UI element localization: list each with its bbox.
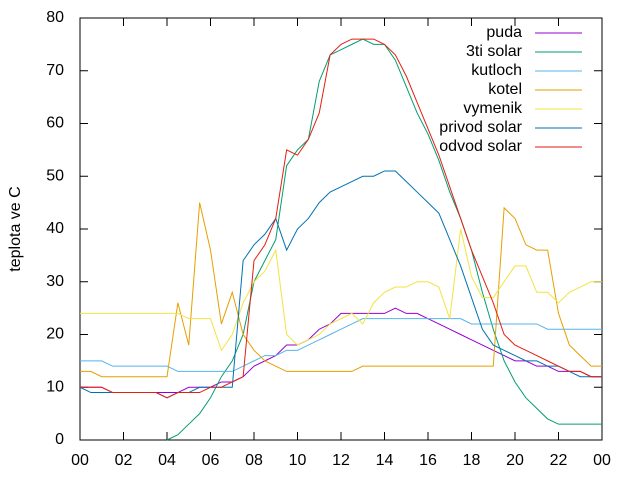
legend-label: odvod solar (439, 138, 522, 155)
legend-label: puda (486, 24, 522, 41)
y-tick-label: 10 (46, 378, 64, 395)
x-tick-label: 02 (115, 452, 133, 469)
x-tick-label: 00 (71, 452, 89, 469)
x-tick-label: 18 (463, 452, 481, 469)
legend-label: kutloch (471, 62, 522, 79)
x-tick-label: 08 (245, 452, 263, 469)
x-tick-label: 04 (158, 452, 176, 469)
x-tick-label: 14 (376, 452, 394, 469)
y-tick-label: 30 (46, 273, 64, 290)
legend-label: kotel (488, 81, 522, 98)
x-tick-label: 12 (332, 452, 350, 469)
y-tick-label: 50 (46, 167, 64, 184)
x-tick-label: 10 (289, 452, 307, 469)
series-line (79, 170, 602, 399)
legend-label: privod solar (439, 119, 522, 136)
series-line (80, 318, 602, 372)
legend-label: vymenik (463, 100, 523, 117)
x-tick-label: 20 (506, 452, 524, 469)
y-tick-label: 80 (46, 9, 64, 26)
legend-label: 3ti solar (466, 43, 523, 60)
y-axis-label: teplota ve C (7, 186, 24, 271)
series-line (80, 202, 602, 378)
series-line (80, 307, 602, 394)
x-tick-label: 22 (550, 452, 568, 469)
x-tick-label: 06 (202, 452, 220, 469)
series-line (166, 38, 602, 441)
x-tick-label: 00 (593, 452, 611, 469)
y-tick-label: 60 (46, 115, 64, 132)
y-tick-label: 40 (46, 220, 64, 237)
series-line (80, 228, 602, 352)
x-tick-label: 16 (419, 452, 437, 469)
y-tick-label: 20 (46, 326, 64, 343)
series-line (80, 38, 602, 399)
y-tick-label: 70 (46, 62, 64, 79)
y-tick-label: 0 (55, 431, 64, 448)
